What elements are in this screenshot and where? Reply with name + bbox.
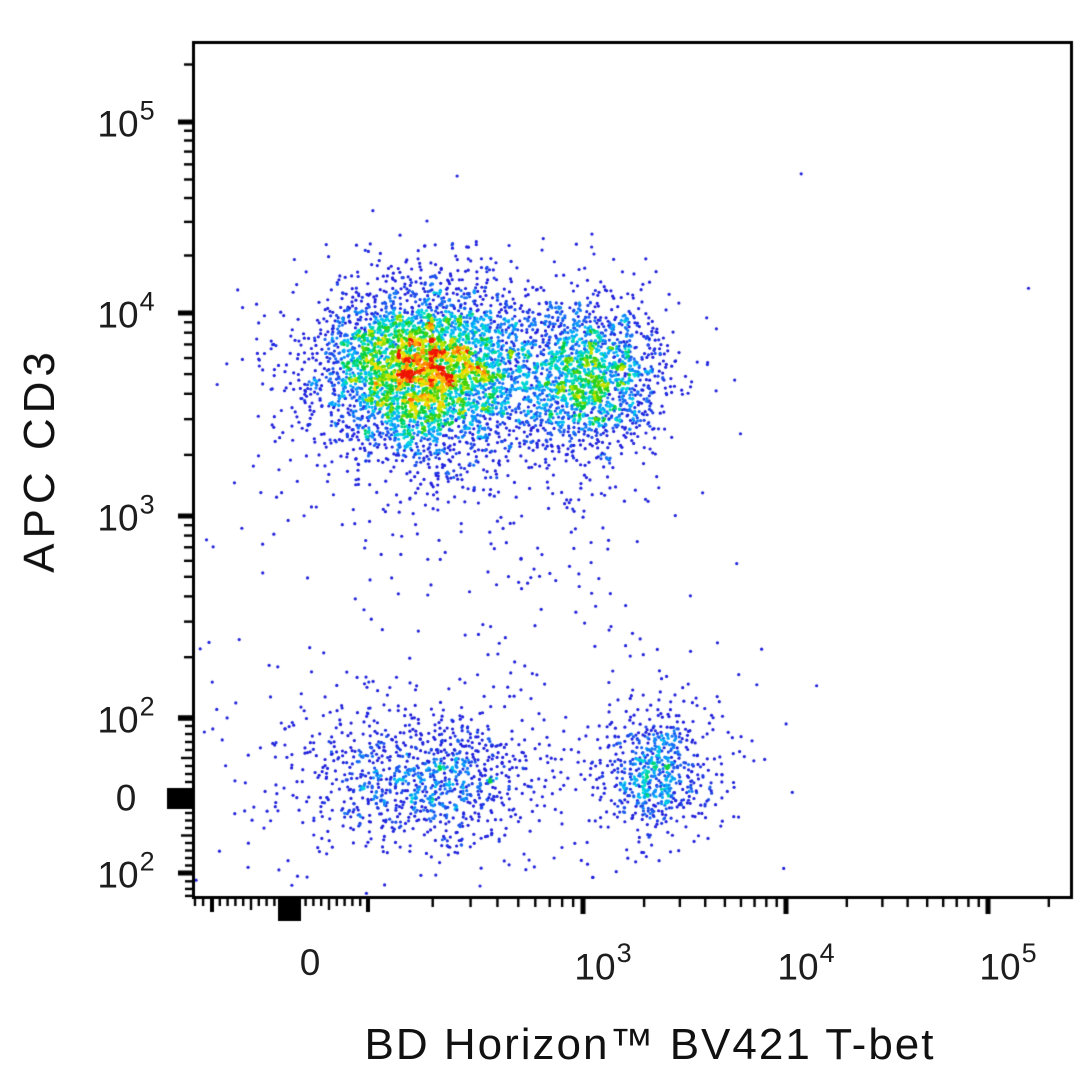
x-tick-label: 103: [574, 938, 632, 988]
x-axis-title: BD Horizon™ BV421 T-bet: [364, 1020, 936, 1069]
y-tick-label: 105: [97, 95, 155, 145]
y-tick-label: 103: [97, 489, 155, 539]
x-tick-label: 104: [777, 938, 835, 988]
y-axis-title: APC CD3: [15, 347, 64, 573]
x-tick-label: 0: [299, 942, 321, 983]
y-tick-label: 102: [97, 691, 155, 741]
x-tick-label: 105: [979, 938, 1037, 988]
y-tick-label: 104: [97, 286, 155, 336]
y-tick-label: 0: [115, 777, 137, 819]
y-tick-label: 102: [97, 846, 155, 896]
